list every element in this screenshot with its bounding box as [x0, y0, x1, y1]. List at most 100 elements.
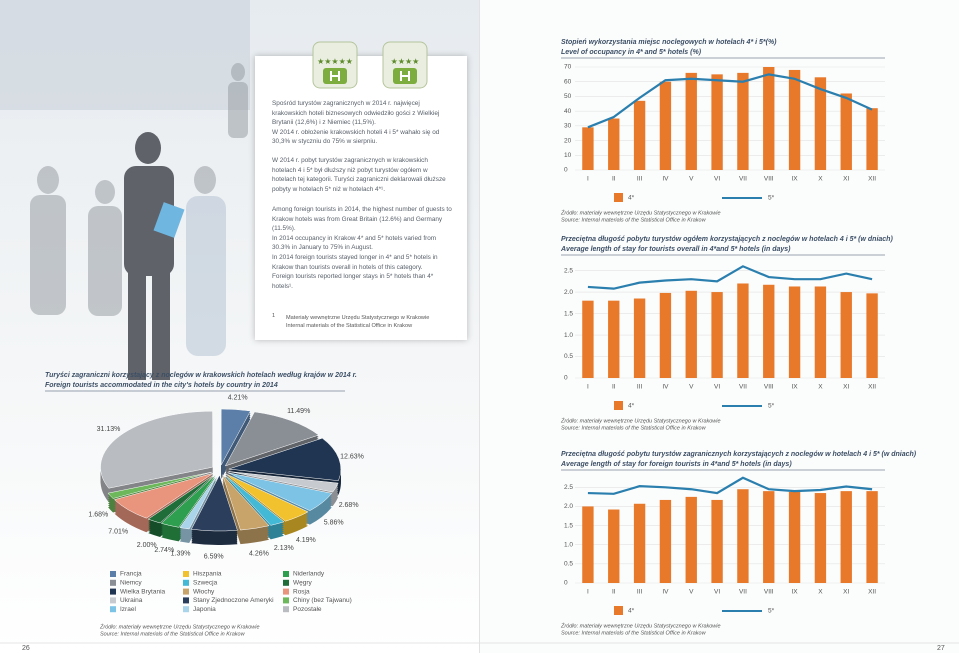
x-tick-label: IV — [662, 176, 669, 183]
x-tick-label: VII — [739, 384, 747, 391]
bar — [840, 491, 852, 583]
legend-swatch — [614, 193, 623, 202]
bar — [814, 77, 827, 170]
x-tick-label: XII — [868, 589, 876, 596]
legend-swatch — [110, 597, 116, 604]
legend-swatch — [183, 597, 189, 604]
data-label: 7.01% — [108, 528, 128, 535]
y-tick-label: 1.5 — [564, 310, 573, 317]
legend-label: Szwecja — [193, 580, 218, 587]
legend-label: Pozostałe — [293, 606, 322, 613]
x-tick-label: VI — [714, 176, 720, 183]
bar — [608, 300, 620, 378]
legend-label: 5* — [768, 608, 775, 615]
bar — [711, 292, 723, 378]
x-tick-label: VIII — [764, 384, 774, 391]
bar — [788, 69, 801, 170]
legend-label: Chiny (bez Tajwanu) — [293, 597, 352, 604]
x-tick-label: XII — [868, 384, 876, 391]
source: Źródło: materiały wewnętrzne Urzędu Stat… — [99, 623, 260, 630]
text-card — [255, 56, 467, 340]
x-tick-label: XII — [868, 176, 876, 183]
y-tick-label: 0 — [564, 167, 568, 174]
y-tick-label: 2.0 — [564, 503, 573, 510]
y-tick-label: 2.0 — [564, 289, 573, 296]
data-label: 2.74% — [154, 547, 174, 554]
x-tick-label: X — [818, 176, 823, 183]
data-label: 11.49% — [287, 408, 310, 415]
hotel-h — [400, 71, 410, 81]
bar — [582, 300, 594, 378]
legend-swatch — [110, 606, 116, 613]
legend-label: 4* — [628, 403, 635, 410]
text-line: In 2014 foreign tourists stayed longer i… — [272, 253, 438, 271]
bar — [633, 100, 646, 170]
chart-subtitle: Foreign tourists accommodated in the cit… — [45, 382, 278, 389]
y-tick-label: 0.5 — [564, 353, 573, 360]
data-label: 5.86% — [324, 520, 344, 527]
bar — [659, 292, 672, 378]
legend-label: 5* — [768, 195, 775, 202]
legend-swatch — [283, 579, 289, 586]
legend-label: Ukraina — [120, 597, 143, 604]
x-tick-label: VII — [739, 176, 747, 183]
legend-swatch — [183, 571, 189, 577]
bar — [866, 491, 878, 583]
text-line: W 2014 r. obłożenie krakowskich hoteli 4… — [272, 128, 440, 146]
slice — [160, 474, 217, 528]
legend-label: Wielka Brytania — [120, 588, 166, 595]
legend-label: 4* — [628, 195, 635, 202]
legend-label: Hiszpania — [193, 571, 222, 578]
x-tick-label: II — [612, 176, 616, 183]
y-tick-label: 20 — [564, 137, 572, 144]
slice — [227, 472, 333, 511]
x-tick-label: V — [689, 589, 694, 596]
slice — [224, 474, 285, 526]
bar — [685, 72, 697, 170]
bar — [866, 108, 878, 170]
x-tick-label: IV — [662, 384, 669, 391]
data-label: 2.00% — [137, 542, 157, 549]
building — [0, 0, 250, 110]
bar — [685, 496, 697, 583]
legend-label: Izrael — [120, 606, 136, 613]
legend-swatch — [183, 606, 189, 613]
legend-label: Stany Zjednoczone Ameryki — [193, 597, 274, 604]
bar — [633, 298, 646, 378]
source: Source: Internal materials of the Statis… — [561, 630, 707, 636]
legend-label: Rosja — [293, 588, 310, 595]
page-number: 26 — [22, 645, 30, 652]
x-tick-label: VII — [739, 589, 747, 596]
bar — [711, 74, 723, 170]
legend-swatch — [283, 571, 289, 577]
bar — [711, 499, 723, 583]
y-tick-label: 1.5 — [564, 522, 573, 529]
legend-label: 4* — [628, 608, 635, 615]
paragraph-pl: Spośród turystów zagranicznych w 2014 r.… — [272, 99, 452, 147]
text-line: Among foreign tourists in 2014, the high… — [272, 206, 452, 233]
slice — [222, 474, 270, 531]
legend-swatch — [183, 588, 189, 595]
legend-swatch — [283, 606, 289, 613]
legend-label: Niderlandy — [293, 571, 325, 578]
legend-label: Niemcy — [120, 580, 142, 587]
x-tick-label: VI — [714, 384, 720, 391]
data-label: 1.68% — [88, 512, 108, 519]
y-tick-label: 0.5 — [564, 561, 573, 568]
bar — [840, 93, 852, 170]
chart-subtitle: Level of occupancy in 4* and 5* hotels (… — [561, 49, 702, 56]
x-tick-label: VI — [714, 589, 720, 596]
hotel-h — [330, 71, 340, 81]
slice — [224, 411, 320, 467]
legend-label: 5* — [768, 403, 775, 410]
bar — [788, 491, 801, 583]
stars: ★★★★★ — [317, 57, 353, 66]
slice — [228, 471, 339, 493]
bar — [737, 72, 749, 170]
x-tick-label: IX — [792, 589, 799, 596]
legend-label: Francja — [120, 571, 142, 578]
source: Źródło: materiały wewnętrzne Urzędu Stat… — [560, 417, 721, 424]
line — [587, 265, 873, 290]
